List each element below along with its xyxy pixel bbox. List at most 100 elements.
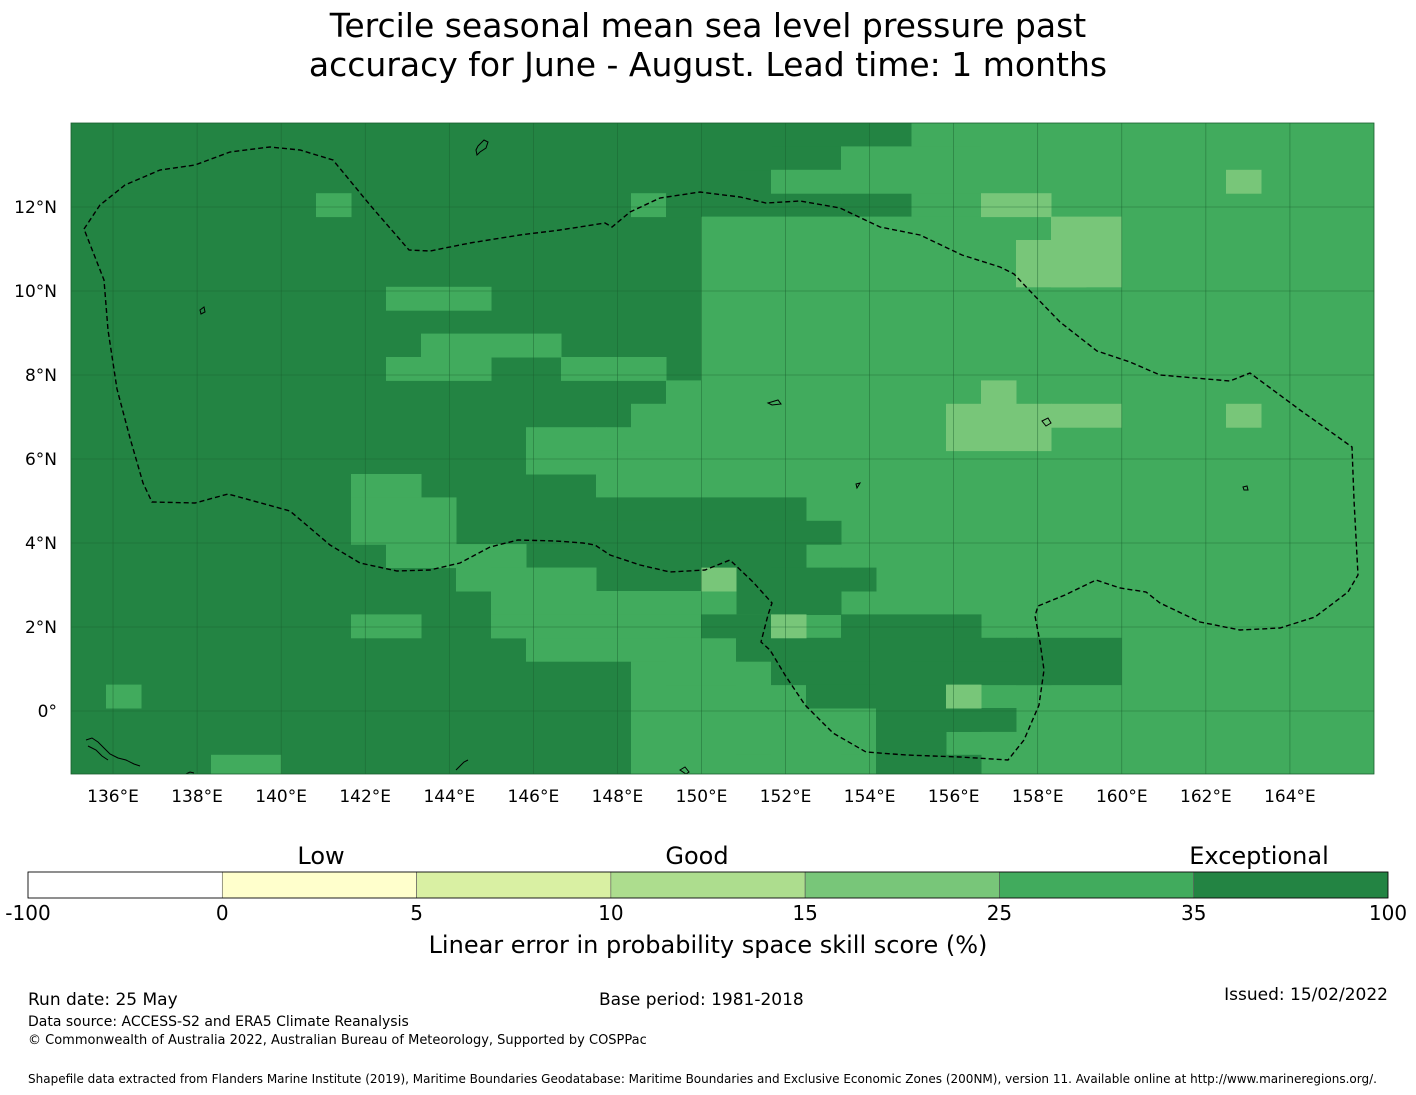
lon-tick-label: 162°E [1180, 787, 1232, 807]
lon-tick-label: 150°E [676, 787, 728, 807]
skill-cell-light [771, 614, 807, 639]
colorbar-segment [221, 871, 417, 899]
issued-date: Issued: 15/02/2022 [1224, 985, 1388, 1005]
lon-tick-label: 140°E [255, 787, 307, 807]
skill-cell-dark [946, 637, 1017, 662]
lon-tick-label: 148°E [592, 787, 644, 807]
island-coastline [1041, 417, 1052, 427]
map-frame [70, 122, 1375, 775]
skill-cell-dark [806, 567, 842, 615]
skill-cell-medium [631, 193, 667, 218]
lon-tick-label: 156°E [928, 787, 980, 807]
island-coastline [1242, 485, 1249, 491]
base-period: Base period: 1981-2018 [599, 990, 804, 1010]
skill-cell-medium [736, 754, 772, 774]
skill-cell-medium [386, 357, 492, 381]
skill-cell-dark [71, 123, 737, 194]
colorbar-frame [27, 871, 1389, 899]
colorbar-category-good: Good [665, 842, 729, 870]
lon-tick-label: 144°E [423, 787, 475, 807]
colorbar-tick-label: 10 [598, 901, 623, 925]
colorbar-axis-label: Linear error in probability space skill … [428, 931, 988, 959]
skill-cell-dark [876, 754, 982, 774]
skill-cell-light [701, 567, 737, 592]
skill-cell-light [1226, 169, 1262, 194]
skill-cell-dark [841, 614, 982, 639]
skill-cell-medium [106, 684, 142, 709]
lat-tick-label: 12°N [14, 198, 57, 218]
colorbar: -100 0 5 10 15 25 35 100 [5, 871, 1407, 925]
skill-cell-light [946, 684, 982, 709]
skill-cell-medium [841, 146, 982, 194]
skill-score-map: 136°E 138°E 140°E 142°E 144°E 146°E 148°E 150°E… [14, 122, 1375, 807]
skill-cell-medium [561, 357, 667, 381]
colorbar-segment [27, 871, 223, 899]
skill-cell-dark [596, 520, 667, 592]
data-source: Data source: ACCESS-S2 and ERA5 Climate … [28, 1014, 409, 1030]
colorbar-segment [610, 871, 806, 899]
skill-cell-dark [841, 567, 877, 592]
skill-cell-dark [666, 520, 842, 545]
run-date: Run date: 25 May [28, 990, 178, 1010]
skill-cell-light [1226, 403, 1262, 428]
skill-cell-medium [351, 614, 422, 639]
colorbar-category-exceptional: Exceptional [1189, 842, 1329, 870]
lon-tick-label: 152°E [760, 787, 812, 807]
skill-cell-medium [316, 193, 352, 218]
skill-cell-dark [666, 193, 702, 218]
lat-tick-label: 8°N [25, 366, 57, 386]
title-line-2: accuracy for June - August. Lead time: 1… [308, 45, 1108, 84]
colorbar-segment [1193, 871, 1389, 899]
skill-cell-light [981, 380, 1017, 405]
skill-cell-dark [771, 544, 807, 569]
island-coastline [855, 482, 862, 490]
skill-cell-medium [596, 450, 667, 498]
colorbar-tick-label: 35 [1181, 901, 1206, 925]
lat-tick-label: 6°N [25, 450, 57, 470]
colorbar-tick-label: 25 [987, 901, 1012, 925]
eez-boundary-palau [83, 146, 1359, 761]
colorbar-segment [999, 871, 1195, 899]
skill-cell-light [1051, 403, 1122, 428]
skill-cell-medium [351, 497, 457, 545]
skill-cell-medium [526, 427, 597, 475]
lat-tick-label: 4°N [25, 534, 57, 554]
colorbar-tick-label: -100 [5, 901, 50, 925]
lon-tick-label: 158°E [1012, 787, 1064, 807]
lon-tick-label: 136°E [87, 787, 139, 807]
lat-tick-label: 2°N [25, 618, 57, 638]
lon-tick-label: 160°E [1096, 787, 1148, 807]
png-coastline [87, 745, 109, 761]
skill-cell-medium [421, 333, 562, 358]
island-coastline [199, 306, 206, 315]
island-coastline [455, 759, 469, 771]
guam-coastline [475, 139, 489, 157]
shapefile-credit: Shapefile data extracted from Flanders M… [28, 1072, 1377, 1086]
copyright: © Commonwealth of Australia 2022, Austra… [28, 1033, 647, 1048]
title-line-1: Tercile seasonal mean sea level pressure… [329, 6, 1087, 45]
skill-cell-light [981, 193, 1052, 218]
skill-cell-light [946, 403, 1052, 452]
lat-tick-label: 0° [38, 702, 57, 722]
skill-cell-medium [211, 754, 282, 774]
map-title: Tercile seasonal mean sea level pressure… [0, 6, 1416, 84]
lon-tick-label: 146°E [508, 787, 560, 807]
colorbar-tick-label: 15 [792, 901, 817, 925]
colorbar-segment [804, 871, 1000, 899]
colorbar-category-low: Low [297, 842, 345, 870]
lon-tick-label: 154°E [844, 787, 896, 807]
colorbar-tick-label: 100 [1369, 901, 1407, 925]
skill-cell-dark [981, 708, 1017, 732]
lon-tick-label: 142°E [339, 787, 391, 807]
colorbar-tick-label: 5 [410, 901, 423, 925]
colorbar-segment [416, 871, 612, 899]
island-coastline [766, 399, 782, 406]
png-coastline [85, 737, 141, 767]
island-coastline [679, 766, 690, 774]
skill-cell-medium [841, 754, 877, 774]
colorbar-tick-label: 0 [216, 901, 229, 925]
lat-tick-label: 10°N [14, 282, 57, 302]
lon-tick-label: 138°E [171, 787, 223, 807]
skill-cell-dark [911, 661, 1052, 686]
skill-cell-medium [386, 286, 492, 311]
